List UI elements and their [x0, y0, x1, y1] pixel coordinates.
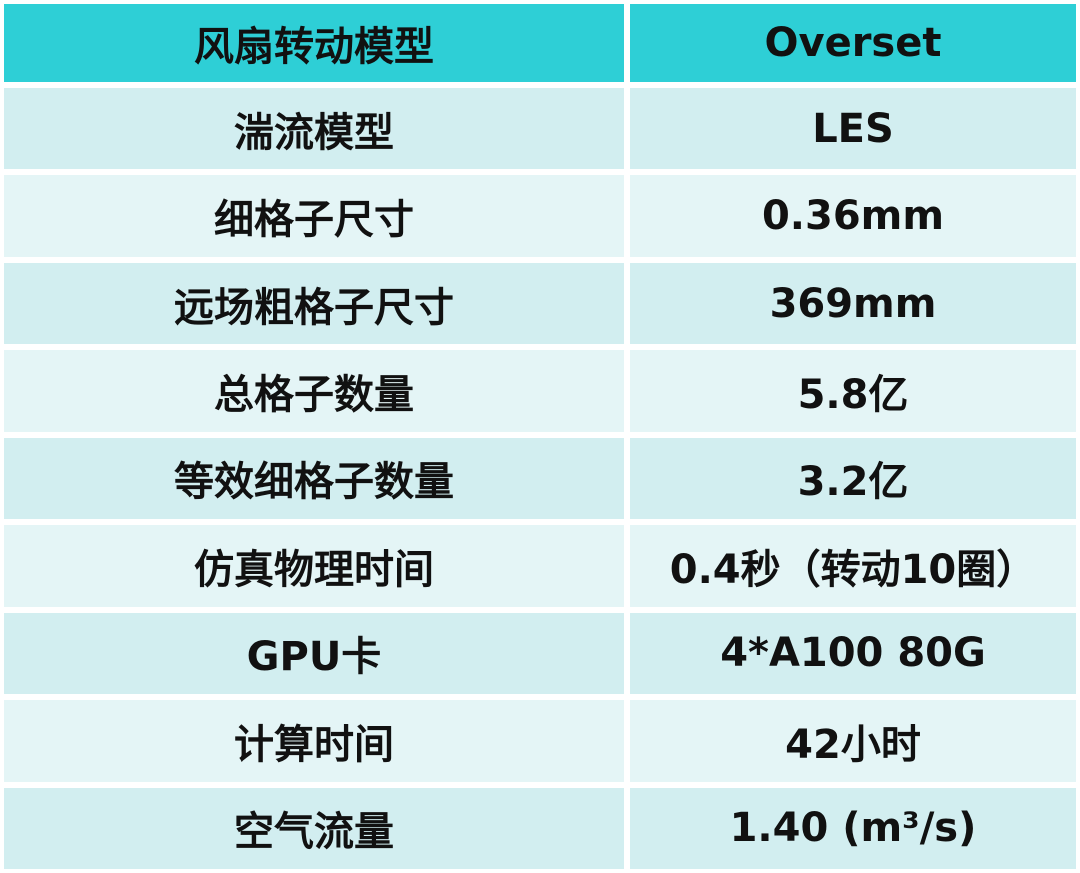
table-cell: 空气流量 [4, 787, 624, 869]
table: 风扇转动模型 Overset 湍流模型 LES 细格子尺寸 0.36mm 远场粗格子尺寸 36… [4, 4, 1076, 869]
table-cell: 5.8亿 [630, 350, 1076, 432]
table-cell: 等效细格子数量 [4, 437, 624, 520]
table-cell: 0.4秒（转动10圈） [630, 525, 1076, 607]
table-cell: 计算时间 [4, 700, 624, 782]
table-cell: 远场粗格子尺寸 [4, 262, 624, 345]
table-cell: 1.40 (m³/s) [630, 787, 1076, 869]
table-cell: 总格子数量 [4, 350, 624, 432]
table-cell: 4*A100 80G [630, 612, 1076, 695]
table-cell: 3.2亿 [630, 437, 1076, 520]
table-cell: LES [630, 88, 1076, 170]
header-cell: Overset [630, 4, 1076, 82]
table-cell: 0.36mm [630, 175, 1076, 257]
table-cell: 369mm [630, 262, 1076, 345]
table-cell: 细格子尺寸 [4, 175, 624, 257]
table-cell: 仿真物理时间 [4, 525, 624, 607]
table-cell: 湍流模型 [4, 88, 624, 170]
table-cell: GPU卡 [4, 612, 624, 695]
header-cell: 风扇转动模型 [4, 4, 624, 82]
table-cell: 42小时 [630, 700, 1076, 782]
